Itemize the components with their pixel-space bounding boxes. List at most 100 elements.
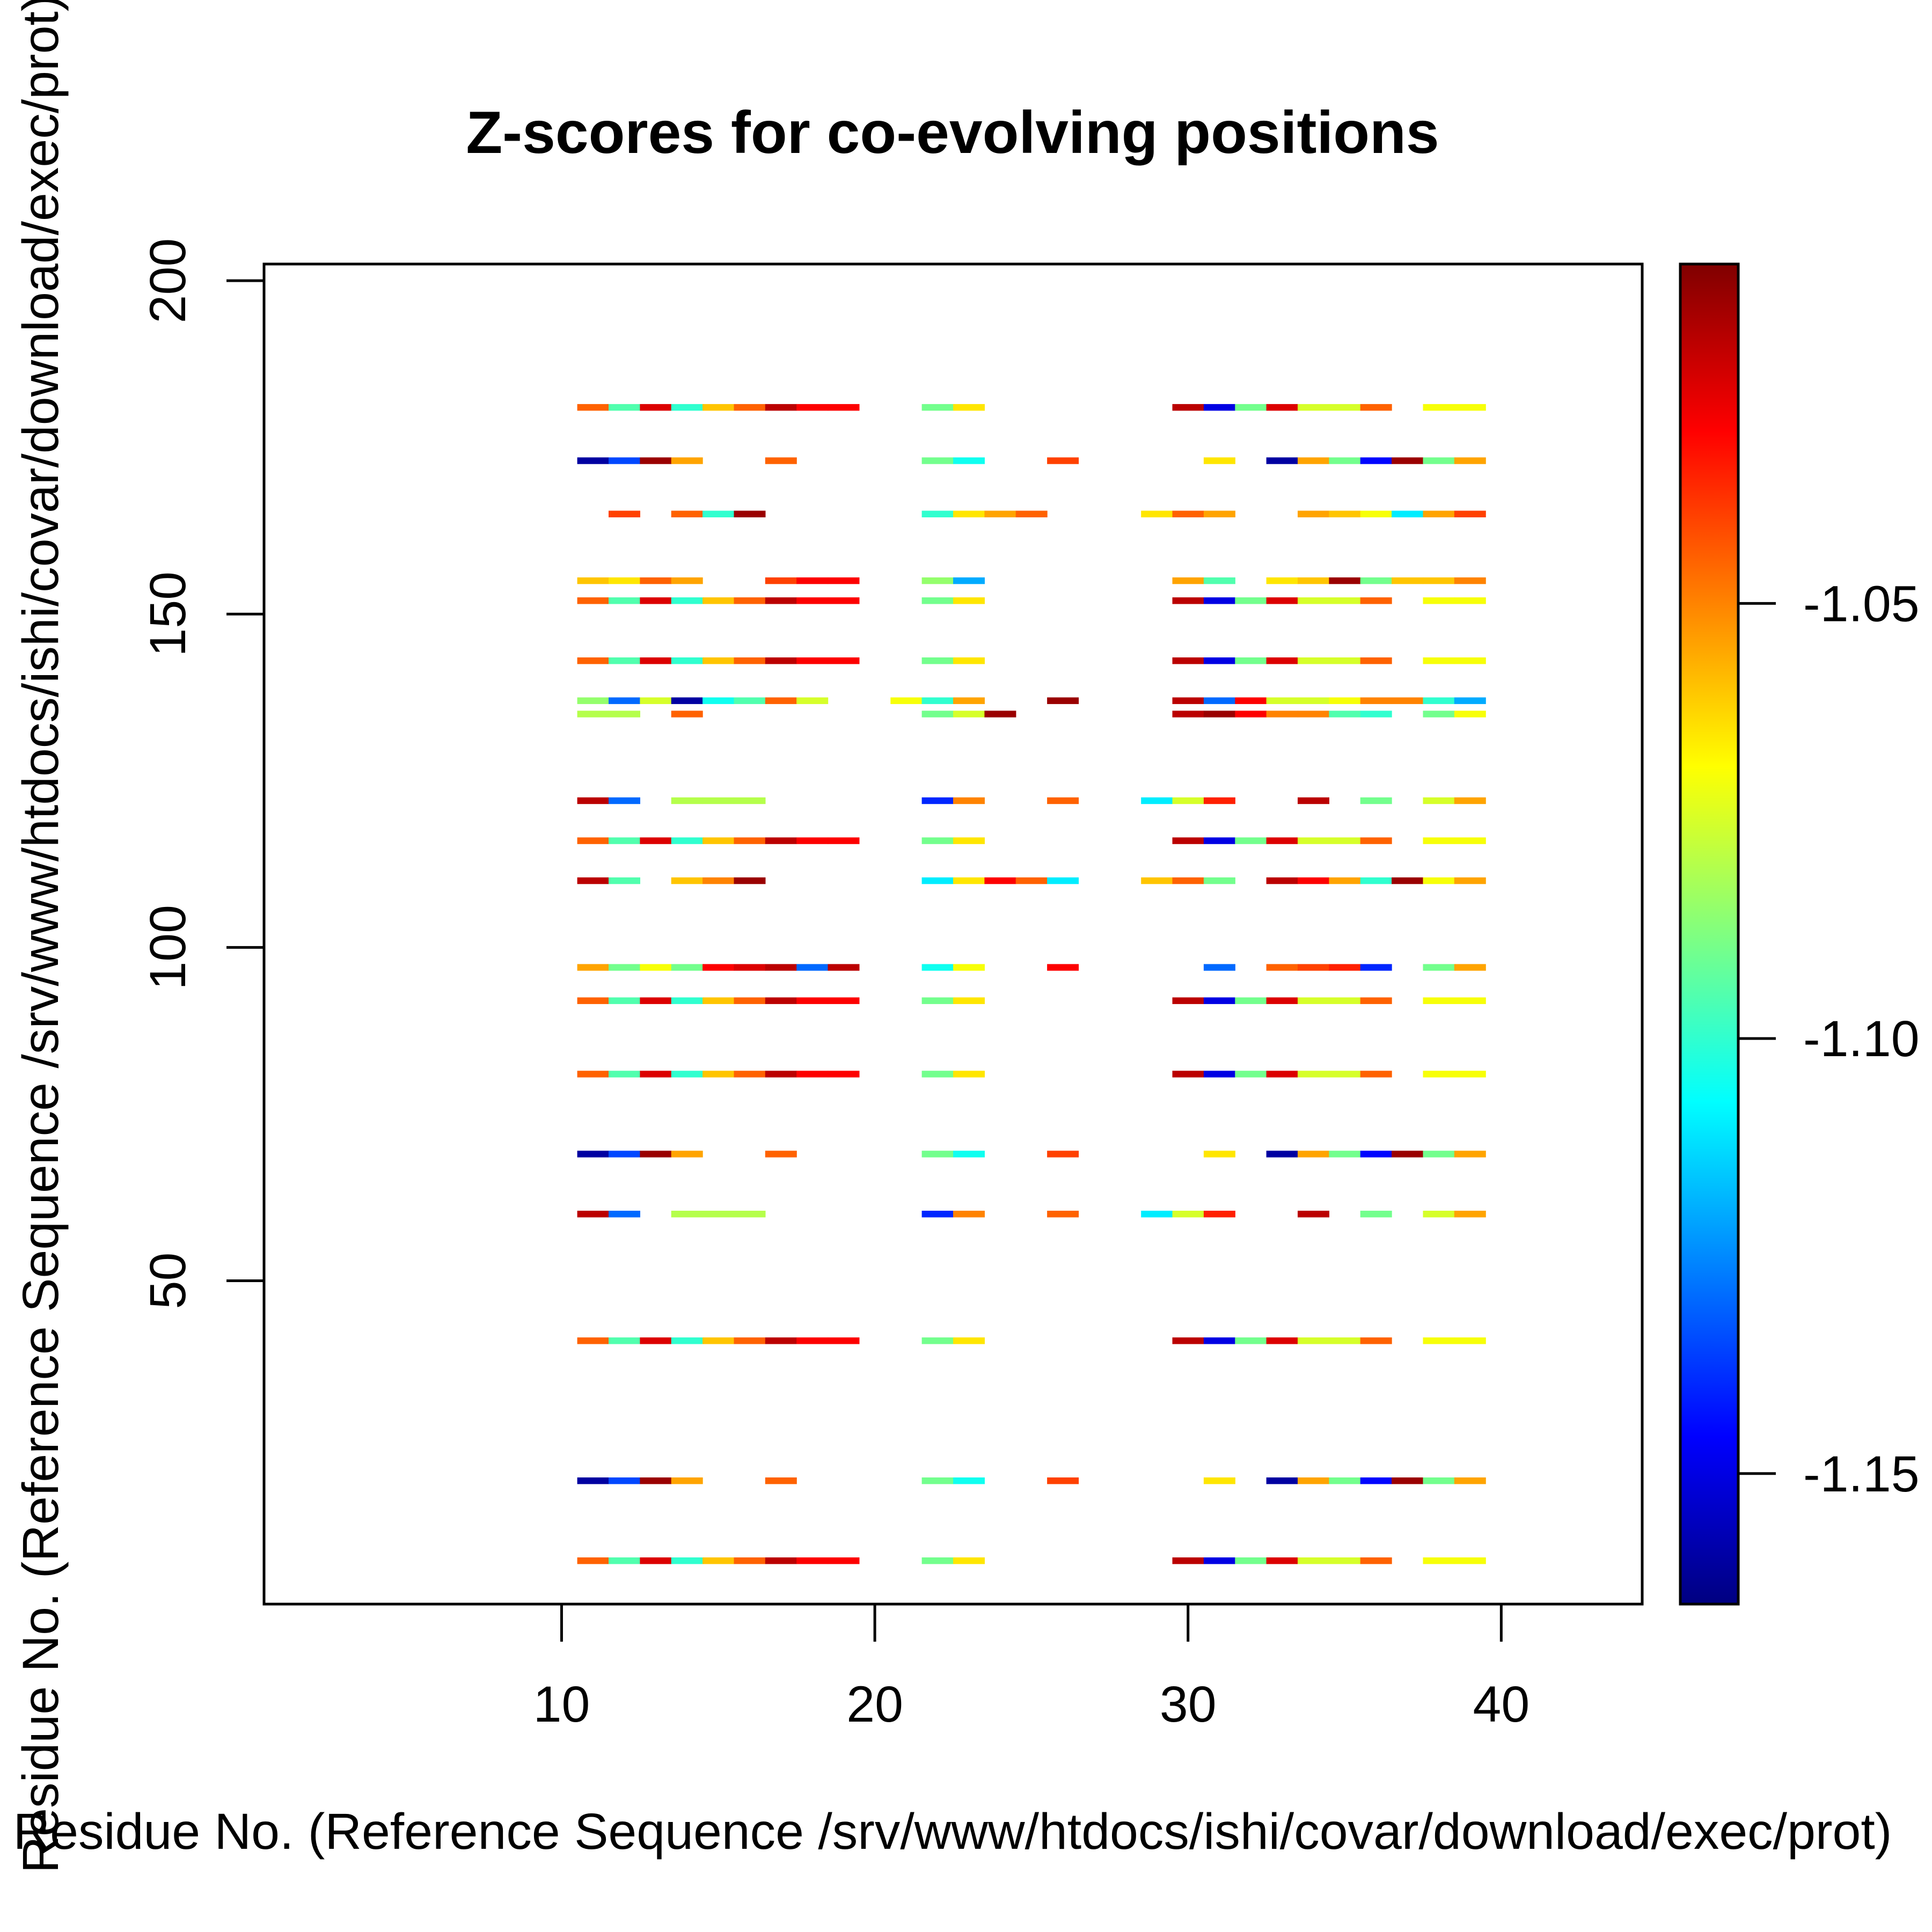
heatmap-cell bbox=[640, 597, 672, 604]
heatmap-cell bbox=[1360, 457, 1392, 464]
heatmap-cell bbox=[1266, 597, 1298, 604]
heatmap-cell bbox=[734, 1557, 766, 1564]
heatmap-cell bbox=[953, 797, 985, 804]
heatmap-cell bbox=[1203, 837, 1235, 844]
heatmap-cell bbox=[609, 1151, 640, 1158]
heatmap-cell bbox=[640, 657, 672, 664]
heatmap-cell bbox=[734, 837, 766, 844]
heatmap-cell bbox=[702, 997, 735, 1004]
heatmap-cell bbox=[734, 510, 766, 517]
heatmap-cell bbox=[1360, 837, 1392, 844]
heatmap-cell bbox=[953, 1477, 985, 1484]
heatmap-cell bbox=[577, 1557, 609, 1564]
heatmap-cell bbox=[953, 711, 985, 718]
heatmap-cell bbox=[671, 577, 703, 584]
heatmap-cell bbox=[702, 1211, 735, 1218]
heatmap-cell bbox=[1329, 1151, 1361, 1158]
heatmap-cell bbox=[1392, 877, 1424, 884]
heatmap-cell bbox=[1423, 510, 1455, 517]
heatmap-cell bbox=[984, 877, 1016, 884]
heatmap-cell bbox=[609, 1477, 640, 1484]
heatmap-cell bbox=[828, 577, 860, 584]
heatmap-cell bbox=[1203, 510, 1235, 517]
heatmap-cell bbox=[921, 510, 954, 517]
x-tick-label: 10 bbox=[533, 1676, 590, 1733]
heatmap-cell bbox=[953, 697, 985, 704]
heatmap-cell bbox=[828, 657, 860, 664]
heatmap-cell bbox=[953, 997, 985, 1004]
x-axis: 10 20 30 40 bbox=[533, 1604, 1529, 1733]
heatmap-cell bbox=[1329, 577, 1361, 584]
heatmap-cell bbox=[1423, 1071, 1455, 1078]
heatmap-cell bbox=[1298, 1151, 1329, 1158]
heatmap-cell bbox=[1423, 1151, 1455, 1158]
heatmap-cell bbox=[765, 597, 797, 604]
heatmap-cell bbox=[796, 697, 829, 704]
heatmap-cell bbox=[734, 657, 766, 664]
heatmap-cell bbox=[1298, 457, 1329, 464]
heatmap-cell bbox=[577, 1071, 609, 1078]
heatmap-cell bbox=[1203, 1151, 1235, 1158]
heatmap-cell bbox=[1423, 597, 1455, 604]
heatmap-cell bbox=[1329, 597, 1361, 604]
heatmap-cell bbox=[953, 457, 985, 464]
heatmap-cell bbox=[671, 997, 703, 1004]
heatmap-cell bbox=[609, 1071, 640, 1078]
heatmap-cell bbox=[796, 597, 829, 604]
heatmap-cell bbox=[1172, 997, 1204, 1004]
heatmap-cell bbox=[1172, 404, 1204, 411]
heatmap-cell bbox=[921, 1337, 954, 1344]
heatmap-cell bbox=[577, 1211, 609, 1218]
heatmap-cell bbox=[921, 1071, 954, 1078]
heatmap-cell bbox=[640, 577, 672, 584]
heatmap-cell bbox=[1141, 877, 1173, 884]
heatmap-cell bbox=[1329, 697, 1361, 704]
heatmap-cell bbox=[953, 510, 985, 517]
heatmap-cell bbox=[1266, 697, 1298, 704]
heatmap-cell bbox=[702, 837, 735, 844]
heatmap-cell bbox=[640, 1557, 672, 1564]
heatmap-cell bbox=[1047, 697, 1079, 704]
heatmap-cell bbox=[765, 697, 797, 704]
heatmap-cell bbox=[1360, 1071, 1392, 1078]
heatmap-cell bbox=[671, 1557, 703, 1564]
heatmap-cell bbox=[640, 1151, 672, 1158]
heatmap-cell bbox=[702, 797, 735, 804]
heatmap-cell bbox=[1203, 964, 1235, 971]
heatmap-cell bbox=[577, 711, 609, 718]
heatmap-cell bbox=[1172, 1211, 1204, 1218]
heatmap-cell bbox=[984, 510, 1016, 517]
heatmap-cell bbox=[1360, 1211, 1392, 1218]
heatmap-cell bbox=[1423, 457, 1455, 464]
heatmap-cell bbox=[1298, 657, 1329, 664]
heatmap-cell bbox=[1298, 1071, 1329, 1078]
heatmap-cell bbox=[1298, 797, 1329, 804]
heatmap-cell bbox=[702, 1557, 735, 1564]
heatmap-cell bbox=[1298, 510, 1329, 517]
heatmap-cell bbox=[1203, 597, 1235, 604]
heatmap-cell bbox=[1235, 997, 1267, 1004]
heatmap-cell bbox=[734, 997, 766, 1004]
heatmap-cell bbox=[609, 577, 640, 584]
heatmap-cell bbox=[765, 1071, 797, 1078]
heatmap-cell bbox=[609, 877, 640, 884]
heatmap-cell bbox=[1047, 1477, 1079, 1484]
heatmap-cell bbox=[1047, 1211, 1079, 1218]
heatmap-cell bbox=[1266, 837, 1298, 844]
heatmap-cell bbox=[609, 711, 640, 718]
x-axis-label: Residue No. (Reference Sequence /srv/www… bbox=[13, 1803, 1892, 1860]
heatmap-cell bbox=[1266, 877, 1298, 884]
heatmap-cell bbox=[1172, 510, 1204, 517]
heatmap-cell bbox=[1266, 964, 1298, 971]
heatmap-cell bbox=[765, 837, 797, 844]
colorbar-tick-label: -1.10 bbox=[1803, 1011, 1920, 1067]
heatmap-cell bbox=[1172, 797, 1204, 804]
heatmap-cell bbox=[577, 877, 609, 884]
heatmap-cell bbox=[1329, 964, 1361, 971]
heatmap-cell bbox=[765, 577, 797, 584]
heatmap-cell bbox=[1454, 404, 1486, 411]
heatmap-cell bbox=[1360, 1557, 1392, 1564]
heatmap-cell bbox=[1047, 964, 1079, 971]
heatmap-cell bbox=[921, 837, 954, 844]
heatmap-cell bbox=[1235, 597, 1267, 604]
